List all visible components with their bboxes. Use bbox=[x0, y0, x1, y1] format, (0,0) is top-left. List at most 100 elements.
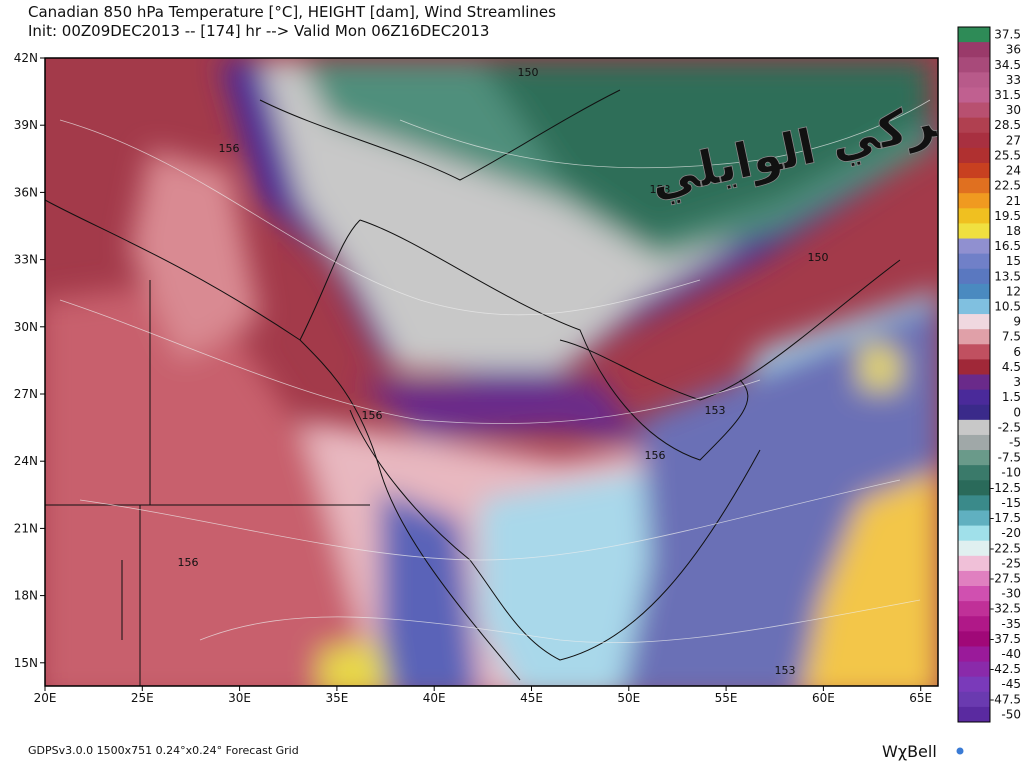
colorbar-swatch bbox=[958, 540, 990, 557]
colorbar-label: 0 bbox=[1013, 405, 1021, 419]
colorbar-label: -15 bbox=[1001, 496, 1021, 510]
colorbar-swatch bbox=[958, 102, 990, 119]
contour-label: 153 bbox=[775, 664, 796, 677]
colorbar-swatch bbox=[958, 223, 990, 240]
colorbar-label: -35 bbox=[1001, 617, 1021, 631]
colorbar-label: -22.5 bbox=[990, 541, 1021, 555]
colorbar-swatch bbox=[958, 268, 990, 285]
colorbar-label: 33 bbox=[1006, 73, 1021, 87]
colorbar-swatch bbox=[958, 631, 990, 647]
colorbar-label: -17.5 bbox=[990, 511, 1021, 525]
colorbar-label: 22.5 bbox=[994, 179, 1021, 193]
colorbar-label: 4.5 bbox=[1002, 360, 1021, 374]
colorbar-swatch bbox=[958, 586, 990, 602]
colorbar-swatch bbox=[958, 162, 990, 179]
colorbar-swatch bbox=[958, 374, 990, 391]
colorbar-label: -27.5 bbox=[990, 571, 1021, 585]
colorbar-swatch bbox=[958, 283, 990, 300]
colorbar-swatch bbox=[958, 344, 990, 360]
map-frame bbox=[44, 57, 939, 687]
streamlines bbox=[59, 99, 931, 643]
colorbar-swatch bbox=[958, 555, 990, 572]
lon-label: 30E bbox=[228, 691, 251, 705]
contour-label: 153 bbox=[650, 183, 671, 196]
colorbar-swatch bbox=[958, 434, 990, 451]
colorbar-label: 36 bbox=[1006, 43, 1021, 57]
colorbar-swatch bbox=[958, 570, 990, 587]
lon-label: 20E bbox=[34, 691, 57, 705]
colorbar-label: 34.5 bbox=[994, 58, 1021, 72]
brand-dot bbox=[956, 747, 964, 755]
colorbar-swatch bbox=[958, 147, 990, 164]
colorbar-label: 10.5 bbox=[994, 300, 1021, 314]
lon-label: 25E bbox=[131, 691, 154, 705]
colorbar-label: 7.5 bbox=[1002, 330, 1021, 344]
colorbar-label: -5 bbox=[1009, 435, 1021, 449]
lon-label: 40E bbox=[423, 691, 446, 705]
colorbar-swatch bbox=[958, 389, 990, 406]
colorbar-label: -12.5 bbox=[990, 481, 1021, 495]
colorbar-label: 28.5 bbox=[994, 118, 1021, 132]
colorbar-swatch bbox=[958, 253, 990, 270]
colorbar-label: 27 bbox=[1006, 133, 1021, 147]
lat-label: 33N bbox=[14, 253, 38, 267]
colorbar-swatch bbox=[958, 419, 990, 436]
colorbar-frame bbox=[957, 26, 991, 723]
footer-info: GDPSv3.0.0 1500x751 0.24°x0.24° Forecast… bbox=[28, 744, 299, 757]
lat-label: 27N bbox=[14, 387, 38, 401]
colorbar-label: 1.5 bbox=[1002, 390, 1021, 404]
colorbar-label: 24 bbox=[1006, 164, 1021, 178]
lat-label: 15N bbox=[14, 656, 38, 670]
lon-label: 60E bbox=[812, 691, 835, 705]
colorbar-swatch bbox=[958, 238, 990, 255]
lon-label: 45E bbox=[520, 691, 543, 705]
lat-label: 18N bbox=[14, 589, 38, 603]
colorbar-swatch bbox=[958, 601, 990, 617]
lon-label: 35E bbox=[325, 691, 348, 705]
coastlines bbox=[45, 89, 901, 686]
contour-label: 156 bbox=[178, 556, 199, 569]
lat-label: 30N bbox=[14, 320, 38, 334]
colorbar-label: 6 bbox=[1013, 345, 1021, 359]
colorbar-label: 19.5 bbox=[994, 209, 1021, 223]
colorbar-swatch bbox=[958, 691, 990, 708]
colorbar-label: -47.5 bbox=[990, 692, 1021, 706]
colorbar-swatch bbox=[958, 359, 990, 375]
colorbar-swatch bbox=[958, 525, 990, 542]
colorbar-swatch bbox=[958, 706, 990, 723]
lat-label: 24N bbox=[14, 454, 38, 468]
colorbar-swatch bbox=[958, 450, 990, 466]
colorbar-label: 9 bbox=[1013, 315, 1021, 329]
colorbar-swatch bbox=[958, 298, 990, 315]
colorbar-label: 13.5 bbox=[994, 269, 1021, 283]
colorbar-swatch bbox=[958, 646, 990, 663]
colorbar-label: 3 bbox=[1013, 375, 1021, 389]
colorbar-label: -37.5 bbox=[990, 632, 1021, 646]
colorbar-swatch bbox=[958, 495, 990, 511]
colorbar-label: -32.5 bbox=[990, 602, 1021, 616]
contour-label: 156 bbox=[362, 409, 383, 422]
colorbar-label: 21 bbox=[1006, 194, 1021, 208]
colorbar-label: -2.5 bbox=[998, 420, 1021, 434]
colorbar-swatch bbox=[958, 42, 990, 58]
lat-label: 39N bbox=[14, 118, 38, 132]
colorbar-label: 31.5 bbox=[994, 88, 1021, 102]
colorbar-swatch bbox=[958, 57, 990, 73]
colorbar-swatch bbox=[958, 661, 990, 678]
colorbar-label: -50 bbox=[1001, 707, 1021, 721]
colorbar-label: 15 bbox=[1006, 254, 1021, 268]
colorbar-label: -25 bbox=[1001, 556, 1021, 570]
colorbar-swatch bbox=[958, 27, 990, 43]
contour-label: 156 bbox=[645, 449, 666, 462]
colorbar-swatch bbox=[958, 72, 990, 88]
colorbar-swatch bbox=[958, 132, 990, 149]
lat-label: 21N bbox=[14, 521, 38, 535]
colorbar-swatch bbox=[958, 510, 990, 527]
lon-label: 65E bbox=[909, 691, 932, 705]
contour-labels: 150 156 153 150 156 153 156 156 153 bbox=[178, 66, 829, 677]
lat-label: 42N bbox=[14, 51, 38, 65]
colorbar-swatch bbox=[958, 87, 990, 104]
colorbar-label: -20 bbox=[1001, 526, 1021, 540]
colorbar-swatch bbox=[958, 616, 990, 632]
